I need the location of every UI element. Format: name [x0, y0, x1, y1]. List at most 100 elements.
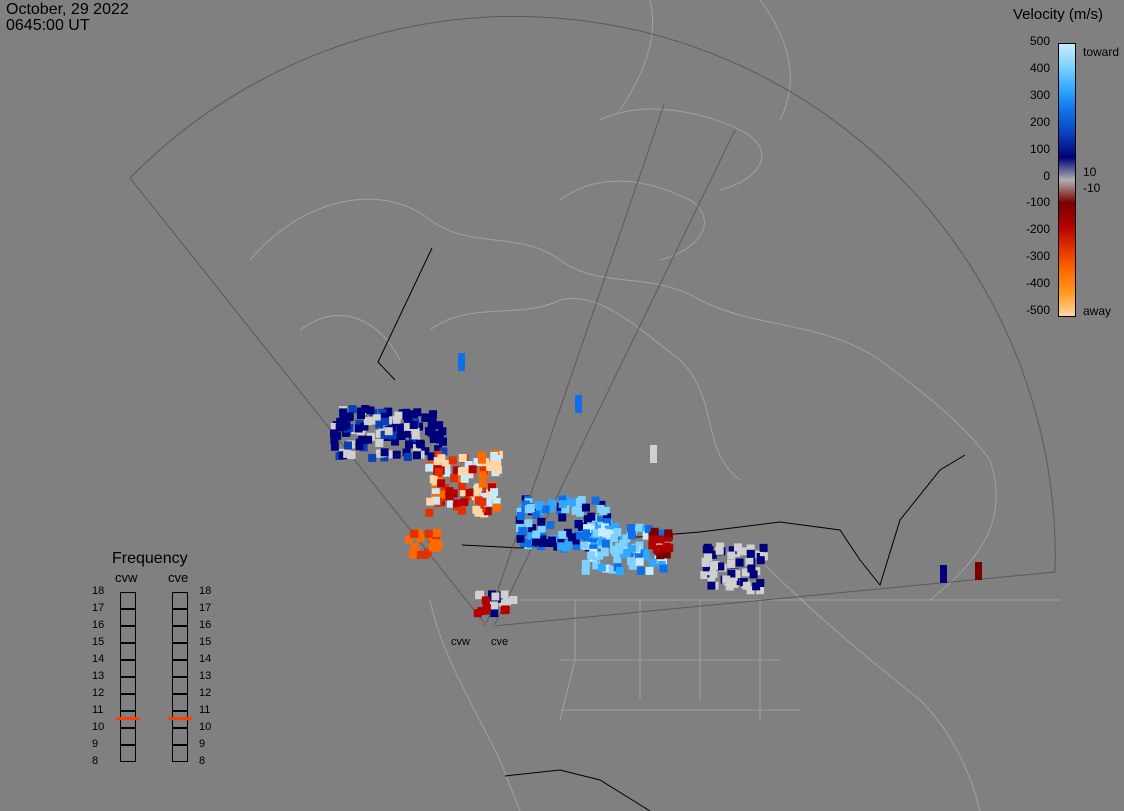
freq-cell [120, 643, 136, 660]
velocity-cell [532, 510, 541, 519]
velocity-cell [488, 483, 497, 492]
colorbar-tick: -400 [1025, 276, 1050, 291]
velocity-cell [391, 437, 399, 446]
velocity-cell [465, 488, 474, 497]
velocity-cell [574, 520, 583, 528]
velocity-cell [478, 462, 487, 471]
velocity-cell [439, 447, 448, 456]
velocity-cell [558, 536, 566, 544]
velocity-cell [403, 453, 412, 461]
velocity-cell [759, 543, 768, 552]
velocity-cell [427, 422, 436, 431]
freq-cell [172, 626, 188, 643]
velocity-cell [410, 543, 419, 552]
velocity-cell [458, 353, 465, 371]
velocity-cell [940, 565, 947, 583]
velocity-cell [561, 505, 570, 514]
freq-level-right: 14 [199, 653, 212, 665]
velocity-cell [380, 448, 389, 457]
velocity-cell [592, 529, 601, 538]
velocity-cell [627, 531, 636, 540]
velocity-cell [358, 435, 367, 444]
velocity-cell [357, 411, 365, 420]
site-marker-cvw [482, 621, 488, 627]
velocity-cell [347, 451, 356, 459]
velocity-cell [457, 506, 466, 515]
velocity-cell [397, 432, 406, 440]
velocity-cell [442, 464, 451, 473]
velocity-cell [338, 451, 347, 460]
colorbar-tick: -500 [1025, 303, 1050, 317]
velocity-cell [636, 566, 645, 575]
borders [520, 599, 1060, 721]
velocity-cell [541, 505, 550, 514]
freq-level-right: 10 [199, 721, 212, 733]
velocity-cell [375, 439, 384, 447]
velocity-cell [756, 579, 765, 587]
velocity-cell [460, 497, 469, 506]
freq-level-left: 16 [92, 619, 105, 631]
velocity-cell [492, 497, 501, 506]
velocity-cell [492, 503, 501, 512]
velocity-cell [704, 553, 713, 562]
velocity-cell [727, 569, 736, 578]
velocity-cell [587, 512, 596, 521]
velocity-cell [372, 414, 381, 423]
velocity-cell [428, 543, 437, 552]
velocity-cell [431, 496, 440, 505]
velocity-cell [615, 545, 624, 554]
velocity-cell [359, 443, 368, 452]
velocity-cell [433, 457, 442, 466]
freq-selected-mark-cve [168, 717, 192, 720]
velocity-cell [626, 524, 635, 533]
velocity-cell [384, 427, 393, 436]
velocity-cell [558, 513, 567, 522]
velocity-cell [404, 413, 413, 422]
velocity-cell [537, 517, 546, 526]
velocity-cell [429, 410, 437, 419]
velocity-cell [425, 463, 434, 472]
velocity-cell [642, 531, 651, 540]
velocity-cell [339, 408, 348, 417]
velocity-cell [477, 451, 486, 460]
velocity-cell [727, 551, 736, 560]
velocity-cell [478, 471, 487, 480]
velocity-cell [343, 449, 352, 458]
velocity-cell [469, 489, 478, 498]
velocity-cell [558, 495, 567, 504]
velocity-cell [975, 562, 982, 580]
velocity-cell [659, 556, 667, 565]
velocity-cell [429, 537, 438, 546]
velocity-cell [437, 490, 446, 499]
time-label: 0645:00 UT [6, 17, 90, 34]
velocity-cell [652, 545, 661, 554]
velocity-cell [656, 551, 665, 560]
velocity-cell [728, 577, 737, 586]
velocity-cell [531, 537, 540, 546]
velocity-cell [648, 535, 657, 544]
velocity-cell [648, 558, 657, 567]
freq-cell [120, 626, 136, 643]
velocity-cell [366, 406, 375, 415]
freq-level-right: 8 [199, 755, 206, 767]
velocity-cell [710, 562, 718, 570]
freq-level-left: 15 [92, 636, 105, 648]
velocity-cell [622, 534, 631, 543]
velocity-cell [708, 550, 717, 559]
velocity-cell [468, 465, 477, 474]
pos-threshold-label: 10 [1083, 165, 1097, 179]
velocity-cell [589, 544, 598, 553]
velocity-cell [557, 542, 566, 551]
velocity-cell [477, 607, 486, 616]
velocity-cell [355, 419, 364, 428]
velocity-cell [409, 421, 418, 429]
velocity-cell [573, 506, 582, 515]
velocity-cell [450, 474, 458, 483]
velocity-cell [342, 428, 350, 437]
freq-cell [120, 677, 136, 694]
velocity-cell [464, 461, 473, 469]
velocity-cell [657, 529, 666, 538]
velocity-cell [384, 450, 393, 459]
velocity-cell [546, 521, 555, 530]
velocity-cell [375, 420, 384, 429]
